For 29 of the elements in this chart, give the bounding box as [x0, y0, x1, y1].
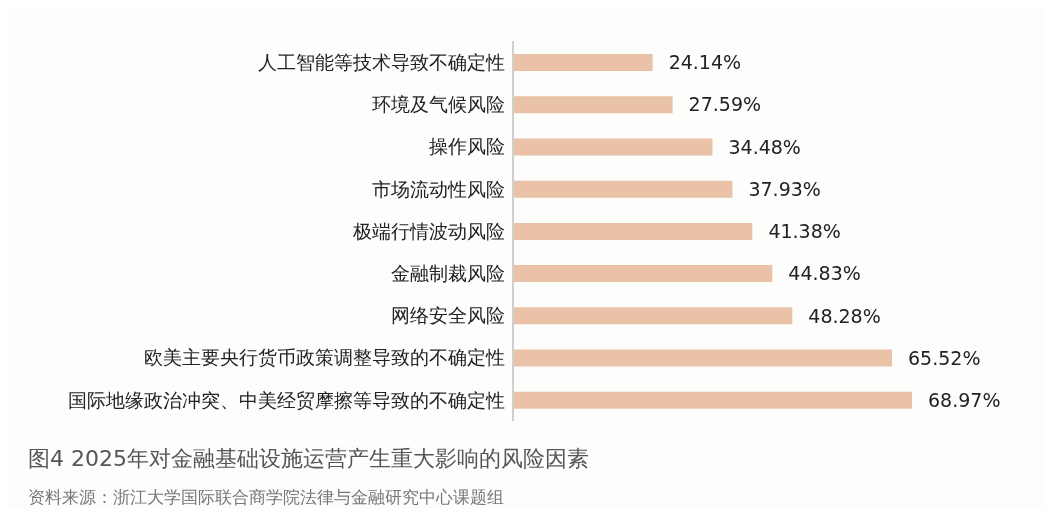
y-tick-label: 市场流动性风险 [372, 177, 505, 200]
bar [513, 96, 673, 114]
y-tick-label: 操作风险 [429, 135, 505, 158]
data-label: 48.28% [808, 304, 881, 327]
bar [513, 54, 653, 71]
bar [513, 349, 893, 367]
data-label: 37.93% [748, 177, 821, 200]
data-label: 27.59% [688, 93, 762, 116]
y-tick-label: 极端行情波动风险 [352, 219, 505, 242]
data-label: 41.38% [768, 220, 841, 243]
text: 资料来源：浙江大学国际联合商学院法律与金融研究中心课题组 [27, 486, 505, 509]
y-tick-label: 人工智能等技术导致不确定性 [258, 50, 505, 73]
y-tick-label: 环境及气候风险 [372, 93, 505, 116]
text: 图4 2025年对金融基础设施运营产生重大影响的风险因素 [27, 445, 590, 473]
data-label: 34.48% [728, 135, 801, 158]
y-tick-label: 金融制裁风险 [391, 261, 505, 284]
bar [513, 138, 713, 156]
bar [513, 222, 753, 240]
y-tick-label: 国际地缘政治冲突、中美经贸摩擦等导致的不确定性 [68, 388, 505, 411]
y-tick-label: 欧美主要央行货币政策调整导致的不确定性 [144, 346, 505, 369]
data-label: 44.83% [788, 262, 861, 285]
bar [513, 265, 773, 283]
y-tick-label: 网络安全风险 [391, 304, 505, 327]
bar [513, 180, 733, 198]
data-label: 24.14% [668, 51, 742, 74]
bar [513, 307, 793, 325]
data-label: 65.52% [908, 346, 981, 369]
bar [513, 391, 912, 409]
data-label: 68.97% [928, 389, 1001, 412]
